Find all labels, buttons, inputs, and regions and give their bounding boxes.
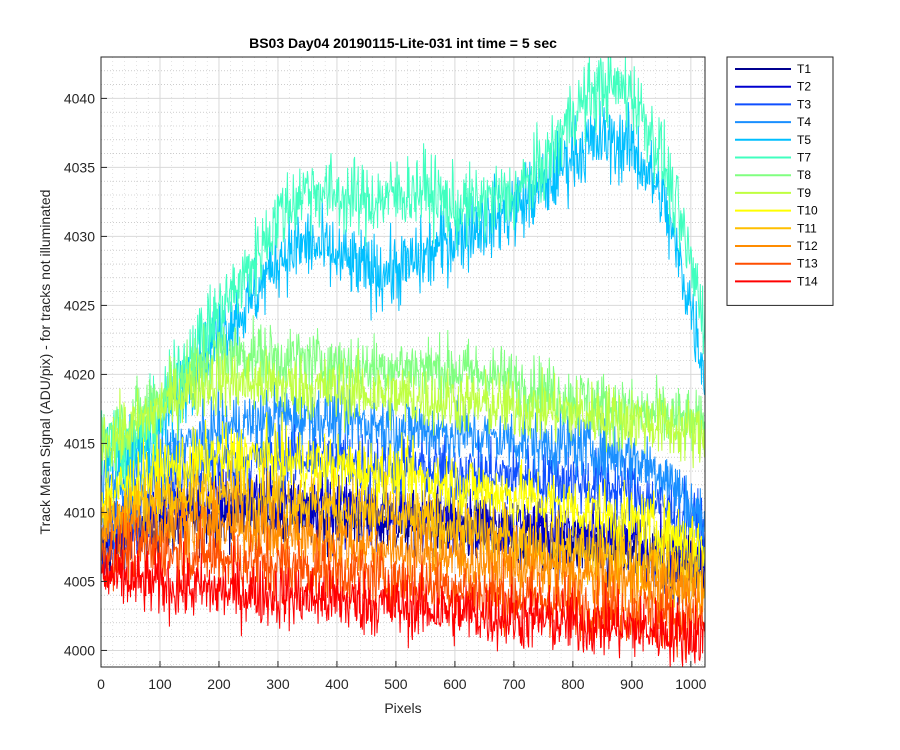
y-tick-label: 4000	[64, 642, 95, 658]
x-tick-label: 900	[620, 676, 644, 692]
x-tick-label: 500	[384, 676, 408, 692]
legend-label-t8: T8	[797, 168, 811, 182]
y-tick-label: 4040	[64, 90, 95, 106]
x-tick-label: 400	[325, 676, 349, 692]
legend-label-t1: T1	[797, 62, 811, 76]
legend-label-t4: T4	[797, 115, 811, 129]
x-tick-label: 100	[148, 676, 172, 692]
legend-label-t2: T2	[797, 80, 811, 94]
plot-area-frame	[100, 56, 706, 668]
x-tick-label: 800	[561, 676, 585, 692]
legend-label-t13: T13	[797, 257, 818, 271]
x-tick-label: 200	[207, 676, 231, 692]
legend-label-t7: T7	[797, 151, 811, 165]
series-line-t9	[101, 348, 705, 483]
legend-label-t14: T14	[797, 274, 818, 288]
legend-label-t11: T11	[797, 221, 817, 235]
legend-label-t12: T12	[797, 239, 818, 253]
legend-label-t3: T3	[797, 97, 811, 111]
series-line-t7	[101, 57, 705, 494]
y-axis-label: Track Mean Signal (ADU/pix) - for tracks…	[37, 190, 53, 535]
series-line-t14	[101, 537, 705, 667]
legend-label-t10: T10	[797, 204, 818, 218]
y-tick-label: 4020	[64, 366, 95, 382]
legend-label-t9: T9	[797, 186, 811, 200]
x-tick-label: 700	[502, 676, 526, 692]
y-tick-label: 4015	[64, 435, 95, 451]
y-tick-label: 4030	[64, 228, 95, 244]
series-line-t10	[101, 411, 705, 574]
legend: T1 T2 T3 T4 T5 T7 T8 T9 T10 T11 T12 T13 T14	[726, 56, 834, 306]
x-tick-label: 1000	[675, 676, 706, 692]
series-line-t11	[101, 457, 705, 609]
chart-title: BS03 Day04 20190115-Lite-031 int time = …	[249, 35, 557, 51]
x-tick-label: 300	[266, 676, 290, 692]
y-tick-label: 4035	[64, 159, 95, 175]
y-tick-label: 4025	[64, 297, 95, 313]
x-tick-label: 600	[443, 676, 467, 692]
x-axis-label: Pixels	[384, 700, 421, 716]
legend-label-t5: T5	[797, 133, 811, 147]
y-tick-label: 4010	[64, 504, 95, 520]
y-tick-label: 4005	[64, 573, 95, 589]
ticks: 0 100 200 300 400 500 600 700 800 900 1000 4000 4005…	[64, 90, 707, 692]
series-group	[101, 57, 705, 667]
x-tick-label: 0	[97, 676, 105, 692]
